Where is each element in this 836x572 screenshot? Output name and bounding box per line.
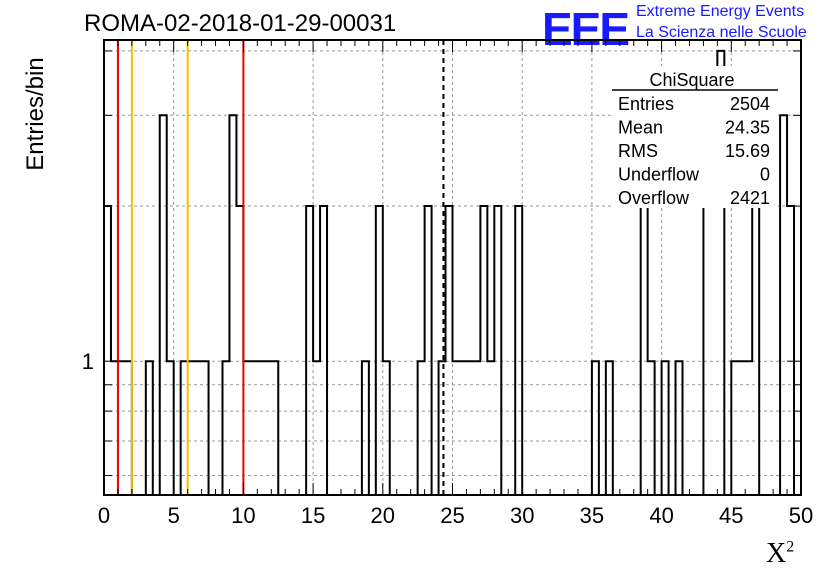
histogram-bin (188, 361, 195, 495)
histogram-bin (250, 361, 257, 495)
histogram-bin (641, 206, 648, 495)
x-tick-label: 40 (649, 503, 673, 528)
histogram-bin (320, 206, 327, 495)
histogram-bin (592, 361, 599, 495)
x-tick-label: 50 (789, 503, 813, 528)
histogram-bin (703, 206, 710, 495)
stats-title: ChiSquare (649, 70, 734, 90)
histogram-bin (306, 206, 313, 495)
histogram-bin (257, 361, 264, 495)
x-tick-label: 25 (440, 503, 464, 528)
x-tick-label: 0 (98, 503, 110, 528)
histogram-bin (313, 361, 320, 495)
histogram-bin (494, 206, 501, 495)
histogram-bin (453, 361, 460, 495)
histogram-bin (780, 115, 787, 495)
stats-row-value: 15.69 (725, 141, 770, 161)
histogram-bin (745, 361, 752, 495)
histogram-bin (466, 361, 473, 495)
histogram-bin (383, 361, 390, 495)
histogram-bin (362, 361, 369, 495)
histogram-bin (236, 206, 243, 495)
stats-row-label: Overflow (618, 188, 690, 208)
stats-row-value: 2504 (730, 94, 770, 114)
histogram-bin (676, 361, 683, 495)
stats-row-label: Entries (618, 94, 674, 114)
eee-logo: EEE (542, 3, 630, 55)
histogram-bin (125, 361, 132, 495)
histogram-bin (473, 361, 480, 495)
x-tick-label: 20 (371, 503, 395, 528)
stats-row-label: Underflow (618, 165, 700, 185)
histogram-bin (731, 361, 738, 495)
histogram-bin (710, 206, 717, 495)
histogram-bin (243, 361, 250, 495)
histogram-bin (425, 206, 432, 495)
histogram-bin (104, 206, 111, 495)
histogram-bin (271, 361, 278, 495)
histogram-bin (222, 361, 229, 495)
histogram-bin (459, 361, 466, 495)
histogram-bin (662, 361, 669, 495)
histogram-bin (111, 361, 118, 495)
histogram-bin (160, 115, 167, 495)
x-axis-label-superscript: 2 (786, 538, 795, 556)
histogram-bin (515, 206, 522, 495)
histogram-bin (738, 361, 745, 495)
histogram-bin (480, 206, 487, 495)
stats-row-value: 2421 (730, 188, 770, 208)
stats-row-value: 24.35 (725, 118, 770, 138)
histogram-bin (195, 361, 202, 495)
stats-row-label: RMS (618, 141, 658, 161)
x-axis-label: X2 (766, 538, 794, 570)
x-axis-label-text: X (766, 538, 787, 569)
histogram-bin (376, 206, 383, 495)
histogram-bin (229, 115, 236, 495)
histogram-bin (181, 361, 188, 495)
histogram-bin (648, 361, 655, 495)
x-tick-label: 30 (510, 503, 534, 528)
histogram-bin (752, 206, 759, 495)
histogram-bin (264, 361, 271, 495)
x-tick-label: 45 (719, 503, 743, 528)
x-tick-label: 5 (168, 503, 180, 528)
stats-row-label: Mean (618, 118, 663, 138)
x-tick-label: 10 (231, 503, 255, 528)
histogram-bin (202, 361, 209, 495)
histogram-bin (418, 361, 425, 495)
x-tick-label: 15 (301, 503, 325, 528)
histogram-bin (787, 206, 794, 495)
stats-row-value: 0 (760, 165, 770, 185)
histogram-bin (487, 361, 494, 495)
logo-tagline-1: Extreme Energy Events (636, 3, 805, 20)
histogram-bin (118, 361, 125, 495)
histogram-bin (606, 361, 613, 495)
y-tick-label: 1 (82, 349, 94, 374)
logo-tagline-2: La Scienza nelle Scuole (636, 24, 807, 41)
histogram-bin (146, 361, 153, 495)
histogram-bin (446, 206, 453, 495)
histogram-bin (439, 361, 446, 495)
chart-title: ROMA-02-2018-01-29-00031 (84, 10, 397, 37)
histogram-bin (167, 361, 174, 495)
x-tick-label: 35 (580, 503, 604, 528)
